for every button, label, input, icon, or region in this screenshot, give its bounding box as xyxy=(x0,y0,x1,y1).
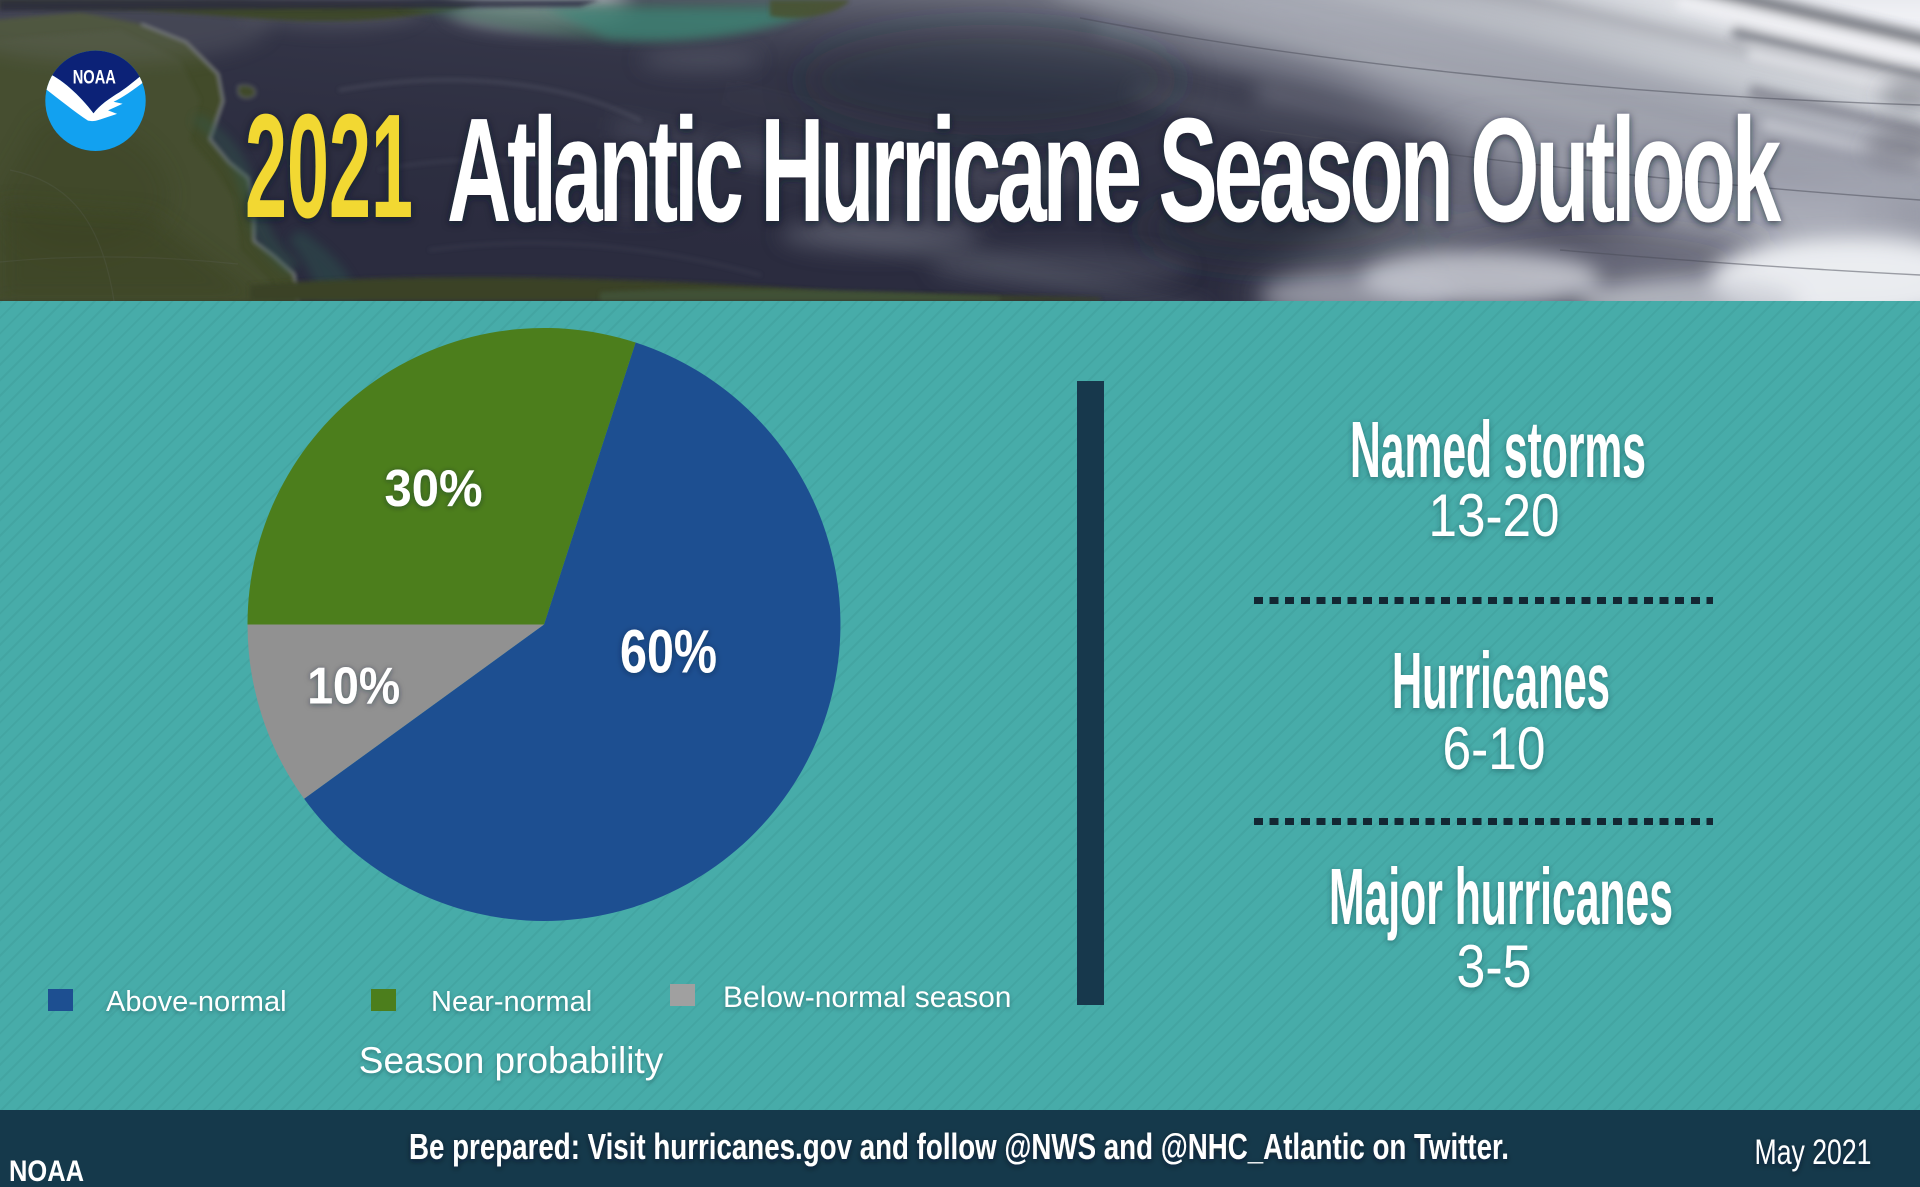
svg-text:NOAA: NOAA xyxy=(73,68,116,89)
svg-text:10%: 10% xyxy=(307,657,400,715)
svg-text:Major hurricanes: Major hurricanes xyxy=(1329,852,1673,941)
svg-text:May 2021: May 2021 xyxy=(1755,1133,1872,1172)
svg-text:Hurricanes: Hurricanes xyxy=(1392,636,1610,725)
svg-text:NOAA: NOAA xyxy=(9,1155,84,1187)
svg-text:Named storms: Named storms xyxy=(1350,405,1646,494)
svg-text:Atlantic Hurricane Season Outl: Atlantic Hurricane Season Outlook xyxy=(447,88,1782,253)
svg-text:3-5: 3-5 xyxy=(1457,933,1532,1000)
svg-text:2021: 2021 xyxy=(245,84,413,249)
svg-text:13-20: 13-20 xyxy=(1429,482,1560,549)
svg-text:Be prepared: Visit hurricanes.: Be prepared: Visit hurricanes.gov and fo… xyxy=(409,1126,1509,1167)
svg-text:6-10: 6-10 xyxy=(1443,715,1546,782)
svg-text:30%: 30% xyxy=(385,460,483,518)
svg-text:60%: 60% xyxy=(620,618,717,686)
